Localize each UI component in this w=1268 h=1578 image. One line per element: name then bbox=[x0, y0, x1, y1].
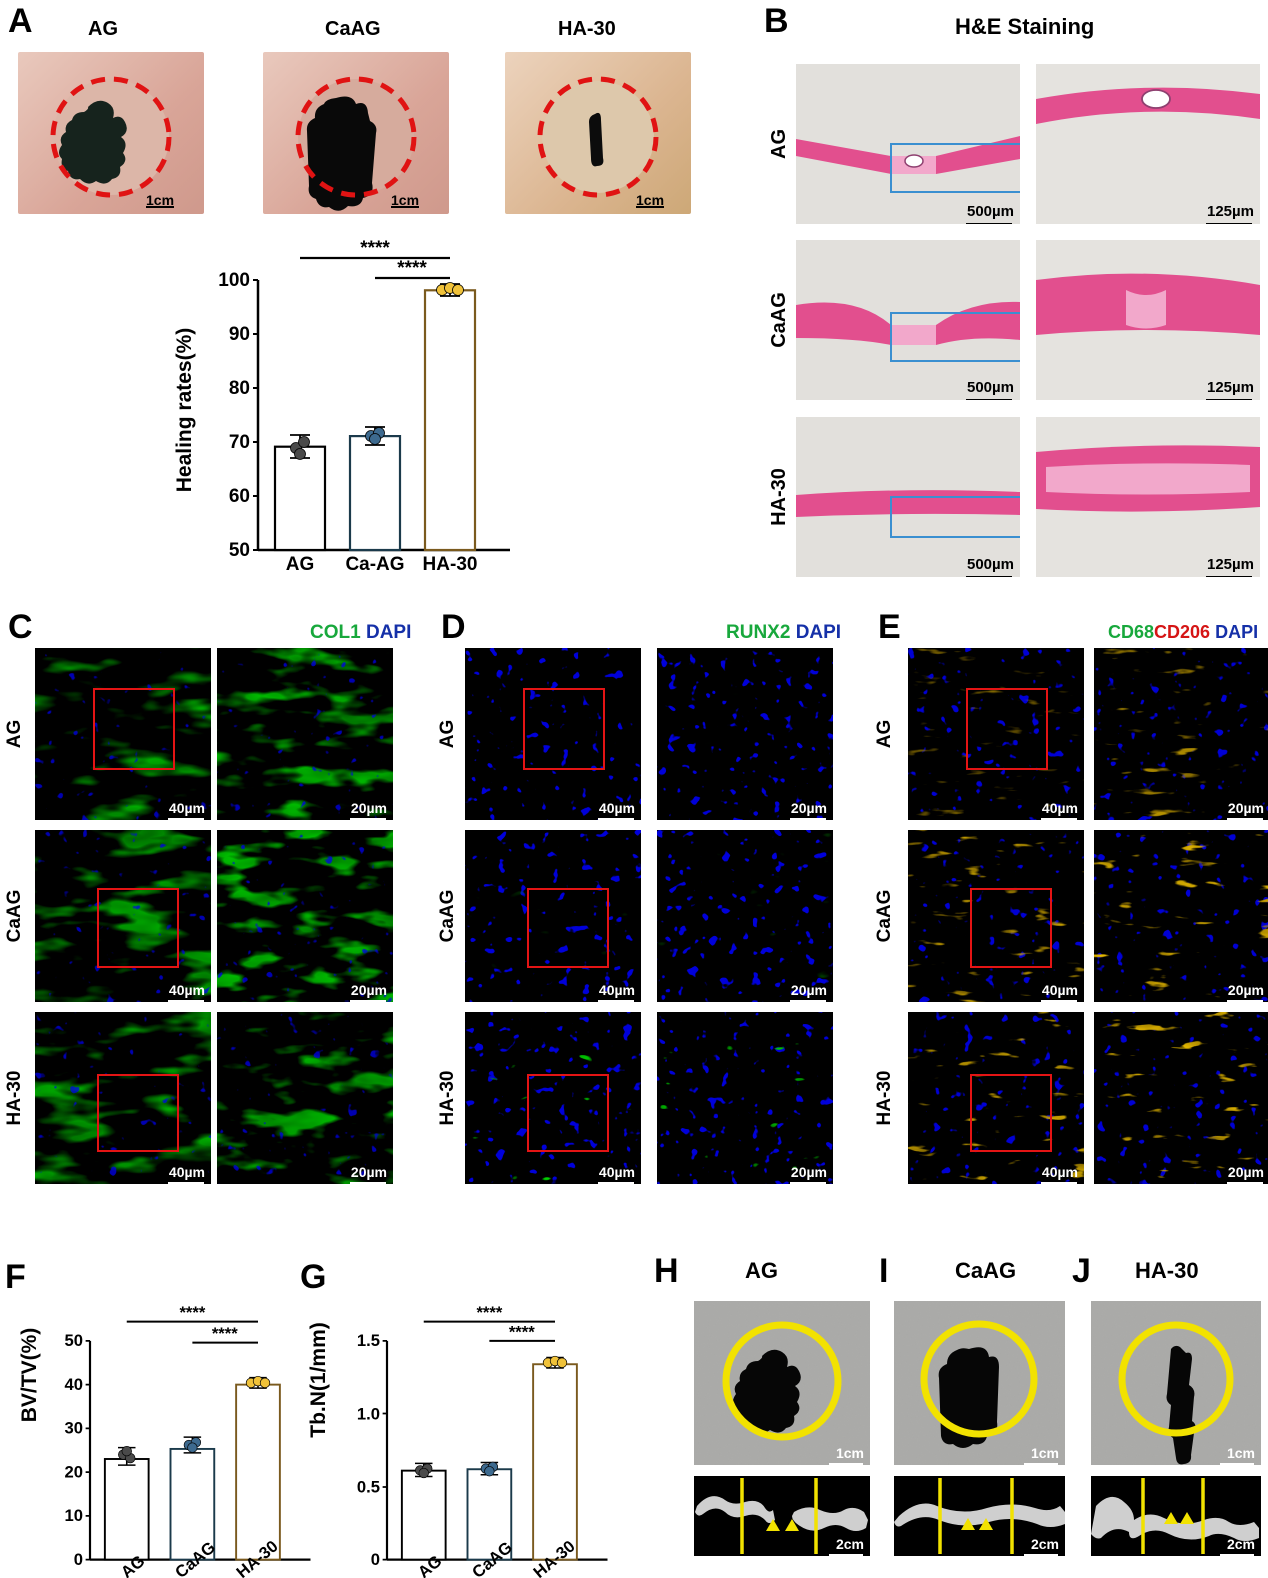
svg-text:HA-30: HA-30 bbox=[423, 554, 478, 570]
svg-text:1.0: 1.0 bbox=[357, 1405, 380, 1424]
svg-text:30: 30 bbox=[65, 1419, 83, 1438]
svg-text:50: 50 bbox=[229, 540, 250, 561]
svg-text:****: **** bbox=[476, 1303, 502, 1322]
svg-text:60: 60 bbox=[229, 486, 250, 507]
svg-text:0: 0 bbox=[74, 1550, 83, 1569]
svg-text:****: **** bbox=[509, 1322, 535, 1341]
svg-text:****: **** bbox=[212, 1324, 238, 1343]
svg-text:0: 0 bbox=[371, 1550, 380, 1569]
svg-text:10: 10 bbox=[65, 1506, 83, 1525]
svg-text:AG: AG bbox=[286, 554, 315, 570]
svg-text:90: 90 bbox=[229, 324, 250, 345]
svg-text:20: 20 bbox=[65, 1462, 83, 1481]
svg-text:100: 100 bbox=[218, 270, 250, 291]
svg-text:****: **** bbox=[360, 238, 390, 259]
svg-text:70: 70 bbox=[229, 432, 250, 453]
svg-text:****: **** bbox=[179, 1303, 205, 1322]
svg-text:1.5: 1.5 bbox=[357, 1331, 380, 1350]
svg-text:40: 40 bbox=[65, 1375, 83, 1394]
svg-text:50: 50 bbox=[65, 1331, 83, 1350]
svg-text:****: **** bbox=[397, 258, 427, 279]
svg-text:0.5: 0.5 bbox=[357, 1477, 380, 1496]
svg-text:80: 80 bbox=[229, 378, 250, 399]
svg-text:Ca-AG: Ca-AG bbox=[345, 554, 404, 570]
